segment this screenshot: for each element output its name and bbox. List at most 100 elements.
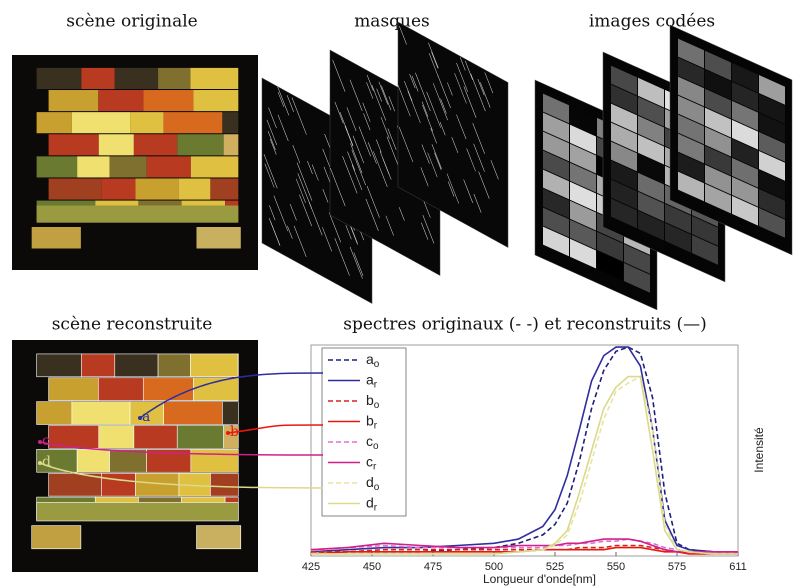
brick — [210, 472, 239, 497]
images — [12, 21, 793, 572]
coded-cell — [638, 96, 664, 127]
connector — [139, 372, 324, 419]
mask-line — [447, 82, 453, 96]
mask-line — [421, 144, 430, 164]
mask-line — [365, 198, 379, 231]
mask-line — [451, 137, 459, 153]
brick — [163, 112, 223, 134]
brick — [98, 134, 134, 156]
x-tick-label: 425 — [302, 561, 320, 573]
coded-cell — [611, 198, 637, 229]
mask-line — [431, 144, 442, 169]
brick — [36, 353, 82, 378]
coded-cell — [597, 231, 623, 262]
brick — [109, 156, 147, 178]
legend-box — [321, 347, 407, 517]
mask-line — [490, 160, 499, 180]
point-marker — [138, 416, 142, 420]
brick — [81, 67, 115, 90]
brick — [48, 134, 99, 156]
panel-title: images codées — [589, 12, 715, 32]
x-tick-label: 525 — [546, 561, 564, 573]
mask-line — [422, 215, 435, 244]
mask-line — [263, 154, 278, 189]
mask-line — [292, 144, 301, 164]
x-tick-label: 550 — [607, 561, 625, 573]
coded-cell — [570, 105, 596, 136]
coded-cell — [543, 188, 569, 219]
brick — [158, 67, 191, 90]
coded-cell — [732, 138, 758, 169]
coded-cell — [692, 216, 718, 246]
brick — [31, 525, 82, 550]
mask-line — [434, 152, 442, 170]
coded-cell — [638, 191, 664, 222]
x-tick-label: 611 — [729, 561, 747, 573]
coded-cell — [678, 133, 704, 164]
coded-cell — [705, 183, 731, 214]
mask-line — [398, 127, 414, 163]
mask-line — [277, 114, 289, 142]
mask-line — [293, 225, 307, 257]
coded-cell — [732, 157, 758, 188]
coded-cell — [624, 244, 650, 274]
mask-line — [291, 97, 307, 135]
legend-label: dr — [366, 494, 378, 513]
brick — [177, 134, 224, 156]
point-label: a — [142, 409, 150, 425]
coded-cell — [705, 107, 731, 138]
mask-line — [328, 212, 342, 243]
series-line — [311, 346, 738, 553]
coded-cell — [665, 222, 691, 253]
mask-line — [407, 90, 421, 123]
mask-line — [295, 178, 306, 203]
mask-line — [322, 227, 333, 252]
mask-line — [456, 62, 469, 92]
mask-line — [362, 102, 371, 122]
coded-cell — [759, 151, 785, 181]
mask-line — [381, 85, 392, 111]
legend-label: do — [366, 474, 380, 493]
coded-cell — [543, 131, 569, 162]
mask-line — [299, 194, 313, 227]
legend-label: br — [366, 412, 378, 431]
coded-cell — [543, 112, 569, 143]
mask-line — [484, 72, 494, 94]
mask-line — [347, 151, 356, 171]
mask-line — [322, 189, 329, 203]
mask-line — [446, 173, 460, 204]
coded-cell — [638, 77, 664, 108]
mask-bg — [397, 21, 509, 248]
brick — [176, 425, 224, 449]
mask-line — [267, 131, 276, 150]
scene-image — [12, 340, 258, 572]
coded-cell — [759, 75, 785, 105]
mask-line — [330, 167, 346, 207]
mask-line — [339, 112, 348, 131]
coded-cell — [570, 219, 596, 250]
coded-cell — [705, 88, 731, 119]
mask-line — [349, 246, 363, 279]
mask-line — [346, 107, 357, 131]
brick — [222, 112, 239, 134]
brick — [48, 90, 99, 112]
brick — [190, 449, 239, 473]
mask-line — [427, 152, 438, 178]
mask-line — [454, 73, 467, 104]
mask-line — [473, 143, 485, 172]
brick — [31, 227, 81, 249]
mask-line — [398, 207, 405, 221]
coded-cell — [597, 250, 623, 281]
brick — [196, 525, 242, 550]
mask-line — [287, 225, 293, 239]
brick — [210, 178, 239, 200]
series-line — [310, 538, 738, 553]
brick — [133, 425, 178, 449]
brick — [36, 112, 72, 134]
mask-line — [420, 167, 429, 187]
coded-cell — [638, 115, 664, 146]
mask-line — [268, 107, 277, 129]
coded-cell — [678, 114, 704, 145]
mask-line — [399, 25, 407, 45]
